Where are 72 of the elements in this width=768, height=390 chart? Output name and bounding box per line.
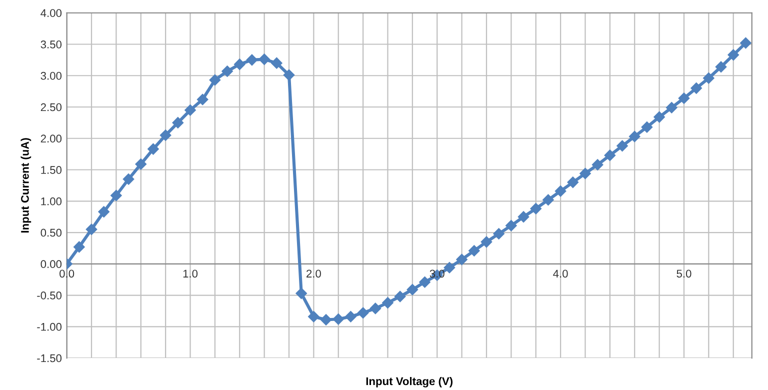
y-axis-title: Input Current (uA) [20, 138, 32, 233]
point [332, 314, 344, 325]
point [629, 130, 640, 142]
y-tick-label: -1.00 [37, 322, 62, 331]
y-tick-label: 4.00 [40, 9, 62, 18]
point [580, 168, 591, 180]
y-tick-label: -1.50 [37, 354, 62, 362]
point [160, 130, 172, 141]
point [468, 245, 480, 256]
point [592, 159, 604, 170]
point [616, 140, 628, 152]
point [382, 297, 394, 308]
point [604, 150, 616, 161]
point [666, 102, 678, 114]
y-tick-label: 1.50 [41, 166, 62, 174]
point [308, 310, 320, 322]
point [703, 72, 714, 84]
y-tick-label: 2.50 [40, 103, 62, 112]
point [444, 262, 456, 274]
point [690, 82, 702, 94]
x-axis-title: Input Voltage (V) [366, 377, 453, 388]
point [209, 74, 221, 86]
point [184, 104, 196, 116]
point [258, 54, 270, 65]
point [654, 111, 665, 123]
point [345, 310, 356, 322]
point [246, 54, 258, 66]
y-tick-label: 3.00 [40, 72, 62, 80]
x-tick-label: 5.0 [676, 270, 692, 278]
point [493, 228, 504, 240]
point [296, 288, 307, 299]
point [320, 314, 332, 326]
point [554, 185, 566, 197]
point [530, 203, 542, 214]
point [506, 220, 517, 232]
y-tick-label: 3.50 [40, 40, 62, 48]
point [172, 117, 184, 128]
y-tick-label: 1.00 [41, 197, 62, 206]
point [641, 121, 653, 133]
x-tick-label: 2.0 [306, 270, 321, 278]
x-tick-label: 4.0 [553, 270, 568, 278]
point [110, 190, 122, 202]
point [122, 174, 134, 185]
point [370, 302, 382, 314]
point [74, 241, 85, 253]
point [135, 158, 146, 170]
point [518, 211, 530, 222]
point [394, 290, 406, 302]
point [678, 92, 690, 104]
point [542, 194, 554, 206]
point [740, 37, 752, 49]
point [148, 143, 159, 155]
point [283, 69, 295, 81]
point [357, 307, 369, 318]
point [196, 94, 208, 106]
point [271, 57, 282, 69]
point [715, 61, 727, 72]
point [480, 236, 492, 248]
y-tick-label: -0.50 [37, 292, 62, 300]
point [728, 49, 739, 61]
point [406, 284, 418, 296]
y-tick-label: 2.00 [40, 134, 62, 143]
x-tick-label: 1.0 [183, 270, 198, 278]
point [234, 58, 246, 70]
point [456, 254, 468, 266]
point [419, 276, 430, 288]
point [222, 66, 233, 77]
point [567, 176, 578, 188]
y-tick-label: 0.50 [40, 228, 62, 237]
point [86, 224, 98, 235]
y-tick-label: 0.00 [40, 260, 62, 268]
point [98, 206, 110, 218]
